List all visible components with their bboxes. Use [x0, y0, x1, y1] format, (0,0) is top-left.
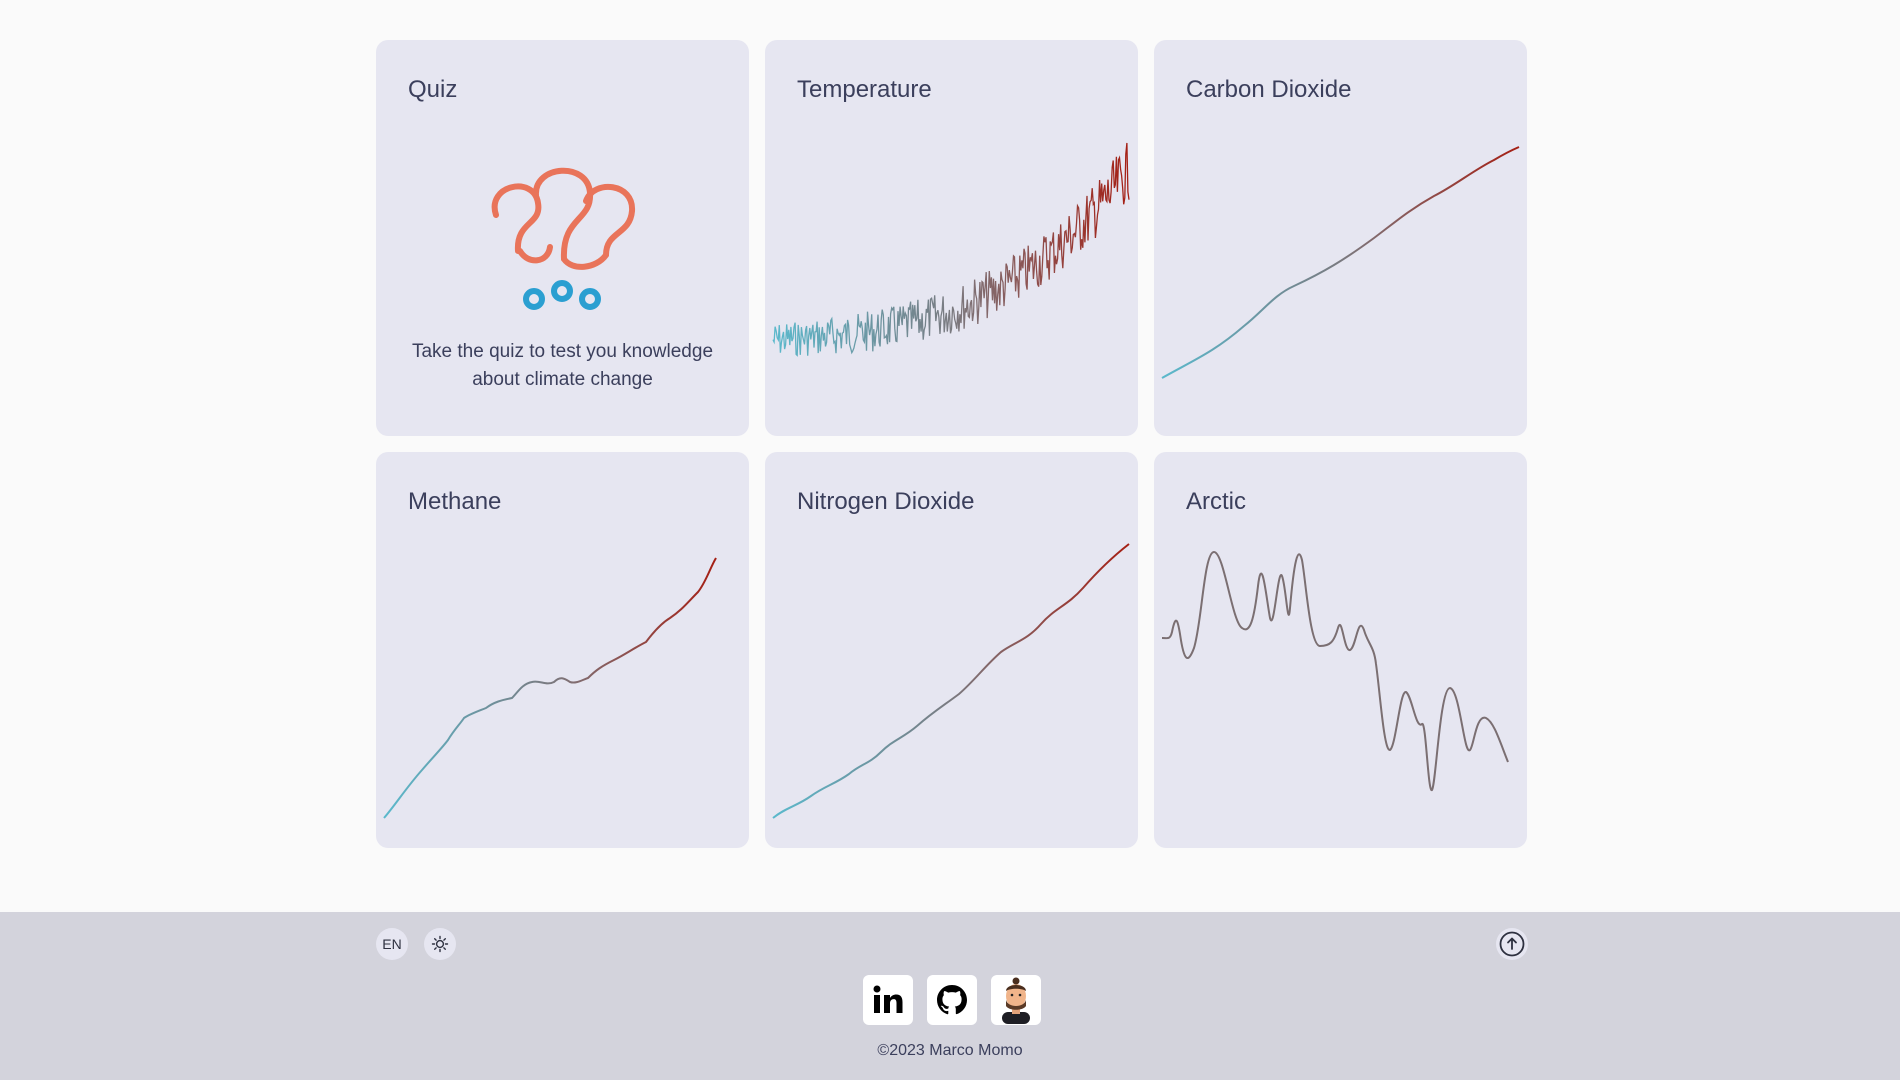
card-title: Methane [408, 488, 502, 515]
copyright-text: ©2023 Marco Momo [877, 1042, 1023, 1059]
nitrogen-dioxide-line [772, 543, 1130, 819]
arctic-sparkline [1161, 550, 1509, 792]
temperature-sparkline [772, 142, 1130, 357]
temperature-card[interactable]: Temperature [765, 40, 1138, 436]
scroll-to-top-button[interactable] [1496, 928, 1528, 960]
carbon-dioxide-line [1161, 146, 1520, 379]
card-title: Quiz [408, 76, 458, 103]
carbon-dioxide-sparkline [1161, 146, 1520, 379]
github-icon [937, 985, 967, 1015]
card-title: Temperature [797, 76, 932, 103]
cards-grid: Quiz Take the quiz to test you knowledge… [376, 40, 1528, 848]
sun-icon [431, 935, 449, 953]
quiz-description: Take the quiz to test you knowledge abou… [411, 341, 714, 390]
methane-card[interactable]: Methane [376, 452, 749, 848]
github-link[interactable] [927, 975, 977, 1025]
methane-line [383, 557, 717, 819]
avatar [1002, 977, 1030, 1024]
carbon-dioxide-card[interactable]: Carbon Dioxide [1154, 40, 1527, 436]
theme-toggle[interactable] [424, 928, 456, 960]
linkedin-icon [873, 985, 903, 1013]
question-marks-icon [491, 167, 635, 310]
linkedin-link[interactable] [863, 975, 913, 1025]
language-label: EN [382, 936, 402, 952]
arctic-line [1161, 550, 1509, 792]
arctic-card[interactable]: Arctic [1154, 452, 1527, 848]
language-button[interactable]: EN [376, 928, 408, 960]
avatar-link[interactable] [991, 975, 1041, 1025]
arrow-up-circle-icon [1499, 931, 1525, 957]
card-title: Arctic [1186, 488, 1246, 515]
card-title: Nitrogen Dioxide [797, 488, 975, 515]
card-title: Carbon Dioxide [1186, 76, 1352, 103]
quiz-card[interactable]: Quiz Take the quiz to test you knowledge… [376, 40, 749, 436]
nitrogen-dioxide-card[interactable]: Nitrogen Dioxide [765, 452, 1138, 848]
methane-sparkline [383, 557, 717, 819]
nitrogen-dioxide-sparkline [772, 543, 1130, 819]
temperature-line [772, 142, 1130, 357]
